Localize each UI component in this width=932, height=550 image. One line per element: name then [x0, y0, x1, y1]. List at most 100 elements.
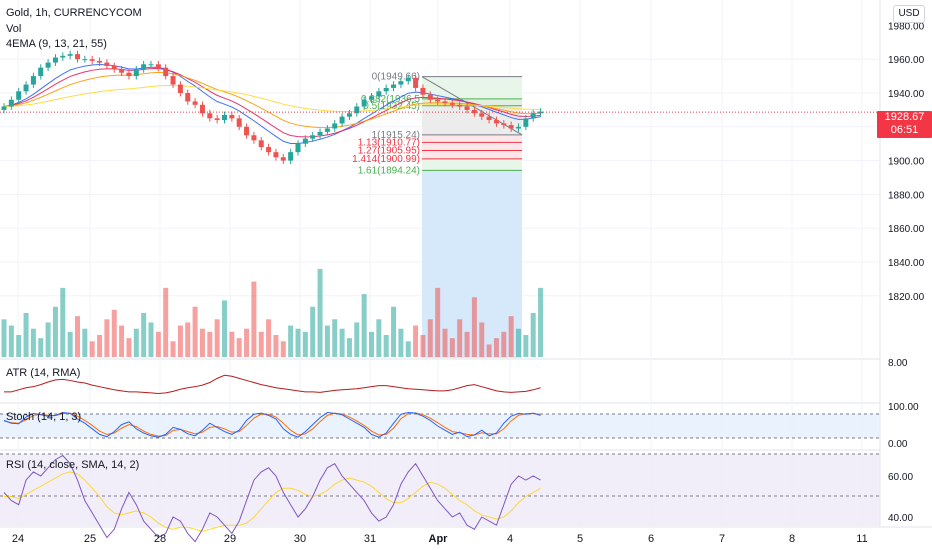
- price-axis-tick: 1900.00: [888, 157, 925, 168]
- volume-bar: [457, 319, 463, 357]
- candle-body: [295, 143, 301, 153]
- candle-body: [52, 57, 58, 63]
- candle-body: [420, 87, 426, 95]
- ema-legend[interactable]: 4EMA (9, 13, 21, 55): [6, 38, 107, 50]
- candle-body: [361, 99, 367, 107]
- candle-body: [141, 64, 147, 70]
- fib-level-label: 1.13(1910.77): [358, 137, 420, 148]
- volume-bar: [280, 341, 286, 357]
- candle-body: [369, 96, 374, 100]
- time-axis-label: 24: [12, 533, 24, 545]
- volume-bar: [427, 319, 433, 357]
- volume-bar: [82, 328, 88, 357]
- candle-body: [310, 135, 316, 139]
- volume-bar: [141, 313, 147, 357]
- volume-bar: [177, 325, 183, 357]
- volume-legend[interactable]: Vol: [6, 23, 22, 35]
- volume-bar: [376, 319, 382, 357]
- candle-body: [133, 69, 139, 77]
- volume-bar: [310, 306, 316, 357]
- candle-body: [38, 67, 44, 77]
- candle-body: [185, 93, 191, 102]
- volume-bar: [23, 313, 29, 357]
- rsi-lines: [3, 454, 541, 543]
- candle-body: [1, 106, 7, 110]
- candle-body: [244, 126, 250, 136]
- candle-body: [258, 140, 264, 148]
- candle-body: [60, 55, 66, 58]
- volume-bar: [413, 325, 419, 357]
- volume-bar: [126, 338, 132, 357]
- candle-body: [317, 131, 323, 136]
- price-axis[interactable]: 1960.001940.001920.001900.001880.001860.…: [888, 21, 925, 302]
- fib-zone: [422, 98, 522, 106]
- time-axis-label: 29: [224, 533, 236, 545]
- candle-body: [449, 103, 455, 105]
- symbol-legend[interactable]: Gold, 1h, CURRENCYCOM: [6, 7, 142, 19]
- volume-bar: [508, 316, 514, 357]
- volume-bar: [111, 309, 117, 357]
- stoch-legend[interactable]: Stoch (14, 1, 3): [6, 411, 82, 423]
- volume-bar: [354, 322, 360, 357]
- candle-body: [8, 99, 14, 107]
- candle-body: [471, 109, 477, 114]
- last-price-value: 1928.67: [884, 111, 925, 123]
- last-price-badge: 1928.67 06:51: [877, 111, 932, 138]
- volume-bar: [479, 322, 485, 357]
- volume-bar: [346, 338, 352, 357]
- volume-bar: [391, 306, 397, 357]
- volume-bar: [464, 331, 470, 357]
- volume-bar: [30, 328, 36, 357]
- volume-bar: [493, 338, 499, 357]
- candle-body: [155, 64, 161, 68]
- fib-level-label: 0(1949.66): [372, 72, 420, 83]
- volume-bar: [266, 319, 272, 357]
- bar-countdown: 06:51: [890, 124, 919, 136]
- candle-body: [442, 101, 448, 104]
- rsi-legend[interactable]: RSI (14, close, SMA, 14, 2): [6, 459, 140, 471]
- candle-body: [148, 64, 154, 66]
- price-axis-tick: 1940.00: [888, 89, 925, 100]
- candle-body: [324, 128, 330, 132]
- time-axis[interactable]: 24 25 28 29 30 31 Apr 4 5 6 7 8 11: [12, 533, 868, 545]
- volume-bar: [516, 328, 521, 357]
- volume-bar: [60, 287, 66, 357]
- volume-bar: [1, 319, 7, 357]
- candle-body: [332, 123, 338, 129]
- price-axis-tick: 1960.00: [888, 55, 925, 66]
- fib-level-label: 1.414(1900.99): [352, 154, 420, 165]
- currency-button[interactable]: USD: [893, 5, 925, 23]
- candle-body: [302, 138, 308, 144]
- time-axis-label: 30: [294, 533, 306, 545]
- candle-body: [16, 91, 22, 100]
- volume-bar: [251, 281, 257, 357]
- candle-body: [163, 67, 169, 77]
- volume-bar: [332, 319, 338, 357]
- candle-body: [89, 59, 95, 61]
- candle-body: [30, 76, 36, 85]
- candle-body: [119, 69, 125, 73]
- candle-body: [251, 135, 257, 141]
- atr-axis-tick: 8.00: [888, 358, 908, 369]
- volume-bar: [398, 328, 404, 357]
- volume-bar: [45, 322, 51, 357]
- time-axis-label: 6: [648, 533, 654, 545]
- candle-body: [82, 59, 88, 61]
- volume-bar: [222, 300, 227, 357]
- volume-bar: [170, 341, 176, 357]
- candle-body: [97, 60, 103, 63]
- volume-bar: [501, 331, 507, 357]
- candle-body: [280, 157, 286, 161]
- candle-body: [229, 114, 235, 119]
- candle-body: [501, 123, 507, 126]
- volume-bar: [361, 294, 367, 357]
- atr-legend[interactable]: ATR (14, RMA): [6, 367, 81, 379]
- candle-body: [111, 65, 117, 70]
- volume-bar: [288, 325, 294, 357]
- candle-body: [45, 62, 51, 68]
- fib-zone: [422, 134, 522, 159]
- candle-body: [427, 94, 433, 100]
- volume-bar: [16, 335, 22, 357]
- volume-bar: [449, 338, 455, 357]
